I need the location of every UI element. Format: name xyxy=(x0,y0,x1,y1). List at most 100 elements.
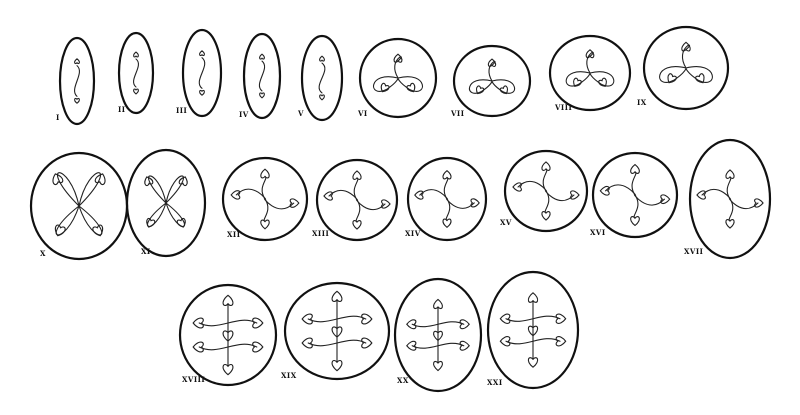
chromatin-loop xyxy=(146,202,167,228)
chromatin-arm xyxy=(198,319,258,327)
chromatin-loop xyxy=(57,172,80,207)
figure-label: V xyxy=(297,109,304,118)
chromatin-thread xyxy=(263,198,269,223)
chromatin-arm xyxy=(307,339,367,347)
heart-node xyxy=(630,216,640,227)
chromatin-loop xyxy=(147,175,167,204)
chromatin-thread xyxy=(544,190,550,214)
chromatin-arm xyxy=(411,321,465,328)
heart-node xyxy=(630,163,640,174)
cell-figure-15: XV xyxy=(500,149,589,233)
heart-node xyxy=(660,194,671,205)
heart-node xyxy=(352,170,362,180)
chromatin-loop xyxy=(373,76,399,92)
cell-outline xyxy=(503,149,589,233)
heart-node xyxy=(442,218,452,229)
cell-outline xyxy=(125,148,207,258)
figure-label: XV xyxy=(500,218,512,227)
cell-outline xyxy=(642,25,730,111)
heart-node xyxy=(192,317,204,329)
heart-node xyxy=(289,198,300,208)
heart-node xyxy=(414,190,424,200)
heart-node xyxy=(487,58,497,68)
chromatin-thread xyxy=(443,177,449,200)
figure-label: IX xyxy=(637,98,647,107)
heart-node xyxy=(222,294,234,307)
heart-node xyxy=(406,319,417,330)
heart-node xyxy=(527,357,539,368)
cell-figure-1: I xyxy=(56,36,96,126)
heart-node xyxy=(301,313,313,325)
figure-label: XIV xyxy=(405,229,421,238)
heart-node xyxy=(555,313,567,324)
heart-node xyxy=(361,313,373,325)
heart-node xyxy=(319,94,325,101)
chromatin-arm xyxy=(411,342,465,349)
cell-figure-5: V xyxy=(297,34,344,122)
heart-node xyxy=(192,341,204,353)
figure-label: I xyxy=(56,113,60,122)
chromatin-thread xyxy=(198,57,206,89)
heart-node xyxy=(361,337,373,349)
heart-node xyxy=(381,199,391,209)
cell-figure-8: VIII xyxy=(548,34,632,112)
heart-node xyxy=(476,85,485,95)
heart-node xyxy=(570,190,580,200)
heart-node xyxy=(259,92,265,99)
heart-node xyxy=(433,298,443,310)
heart-node xyxy=(573,77,582,87)
cell-figure-10: X xyxy=(29,151,129,261)
heart-node xyxy=(331,290,343,303)
chromatin-arm xyxy=(198,343,258,351)
figure-label: XX xyxy=(397,376,409,385)
cell-outline xyxy=(58,36,96,126)
cell-figure-6: VI xyxy=(357,37,438,119)
heart-node xyxy=(352,220,362,230)
chromatin-loop xyxy=(685,66,713,83)
heart-node xyxy=(230,190,241,200)
cell-outline xyxy=(221,156,309,242)
cell-figure-16: XVI xyxy=(590,151,679,239)
chromatin-thread xyxy=(355,199,361,223)
cell-outline xyxy=(283,281,391,381)
chromatin-loop xyxy=(491,79,516,94)
cell-figure-20: XX xyxy=(393,277,483,393)
chromatin-thread xyxy=(353,177,359,201)
heart-node xyxy=(380,82,390,93)
figure-label: XVI xyxy=(590,228,606,237)
heart-node xyxy=(92,224,104,237)
figure-label: XVII xyxy=(684,247,703,256)
figure-label: XIX xyxy=(281,371,297,380)
cell-figure-12: XII xyxy=(221,156,309,242)
chromatin-loop xyxy=(78,205,103,236)
cell-outline xyxy=(300,34,344,122)
chromatin-loop xyxy=(394,56,402,79)
cell-outline xyxy=(486,270,580,390)
figure-label: XII xyxy=(227,230,240,239)
heart-node xyxy=(406,340,417,351)
heart-node xyxy=(433,360,443,372)
figure-label: VII xyxy=(450,109,464,118)
cell-outline xyxy=(358,37,438,119)
chromatin-loop xyxy=(397,76,423,92)
heart-node xyxy=(541,161,551,171)
heart-node xyxy=(527,292,539,303)
heart-node xyxy=(323,191,333,201)
cell-outline xyxy=(181,28,223,118)
cell-outline xyxy=(548,34,632,112)
heart-node xyxy=(599,185,610,196)
figure-label: XXI xyxy=(487,378,503,387)
chromatin-loop xyxy=(468,79,493,94)
cell-outline xyxy=(591,151,679,239)
cell-figure-17: XVII xyxy=(684,138,772,260)
heart-node xyxy=(260,168,270,179)
heart-node xyxy=(74,58,80,65)
chromatin-loop xyxy=(488,61,496,82)
heart-node xyxy=(555,336,567,347)
heart-node xyxy=(696,190,706,200)
figure-label: XIII xyxy=(312,229,329,238)
chromatin-loop xyxy=(565,71,591,87)
figure-label: VIII xyxy=(554,103,572,112)
heart-node xyxy=(331,326,343,338)
cell-figure-14: XIV xyxy=(405,156,488,242)
